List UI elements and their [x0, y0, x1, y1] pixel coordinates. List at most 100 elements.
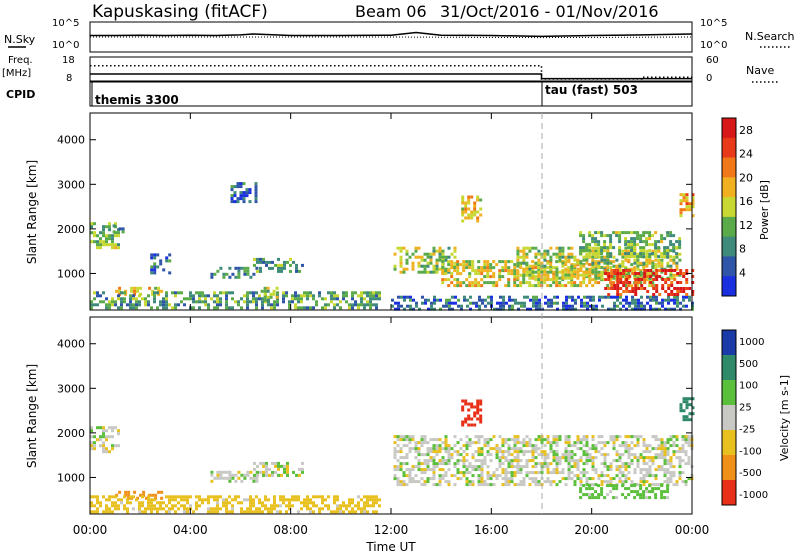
- data-cell: [555, 281, 559, 285]
- data-cell: [682, 287, 686, 290]
- data-cell: [99, 237, 102, 241]
- data-cell: [627, 462, 631, 466]
- data-cell: [265, 260, 268, 264]
- data-cell: [426, 450, 430, 454]
- data-cell: [501, 456, 505, 460]
- data-cell: [333, 303, 336, 307]
- data-cell: [516, 459, 520, 463]
- data-cell: [562, 304, 565, 308]
- data-cell: [249, 470, 253, 474]
- data-cell: [93, 447, 96, 451]
- data-cell: [444, 444, 448, 448]
- data-cell: [666, 255, 670, 259]
- data-cell: [499, 295, 502, 299]
- data-cell: [543, 444, 547, 448]
- data-cell: [582, 435, 586, 439]
- data-cell: [552, 441, 556, 445]
- data-cell: [411, 480, 415, 484]
- data-cell: [469, 301, 472, 305]
- data-cell: [174, 306, 177, 310]
- data-cell: [549, 270, 553, 274]
- data-cell: [576, 438, 580, 442]
- data-cell: [253, 263, 256, 267]
- data-cell: [612, 487, 616, 491]
- data-cell: [274, 470, 277, 474]
- data-cell: [402, 483, 406, 487]
- data-cell: [90, 225, 93, 229]
- data-cell: [634, 272, 638, 275]
- data-cell: [504, 260, 508, 264]
- data-cell: [102, 432, 105, 436]
- data-cell: [633, 231, 637, 235]
- data-cell: [108, 234, 111, 238]
- data-cell: [525, 252, 529, 256]
- data-cell: [468, 441, 472, 445]
- data-cell: [111, 504, 114, 508]
- data-cell: [627, 471, 631, 475]
- data-cell: [630, 484, 634, 488]
- data-cell: [612, 459, 616, 463]
- data-cell: [394, 301, 397, 305]
- data-cell: [255, 266, 259, 270]
- data-cell: [613, 307, 616, 311]
- data-cell: [464, 402, 468, 406]
- data-cell: [439, 298, 442, 302]
- data-cell: [321, 501, 324, 505]
- data-cell: [397, 301, 400, 305]
- data-cell: [609, 438, 613, 442]
- data-cell: [288, 300, 291, 304]
- data-cell: [489, 275, 493, 279]
- data-cell: [402, 270, 406, 274]
- data-cell: [591, 493, 595, 497]
- data-cell: [477, 435, 481, 439]
- data-cell: [522, 438, 526, 442]
- data-cell: [225, 297, 228, 301]
- data-cell: [435, 483, 439, 487]
- data-cell: [399, 435, 403, 439]
- data-cell: [519, 483, 523, 487]
- data-cell: [634, 304, 637, 308]
- data-cell: [624, 468, 628, 472]
- data-cell: [283, 260, 286, 264]
- data-cell: [372, 294, 375, 298]
- data-cell: [312, 297, 315, 301]
- data-cell: [277, 263, 280, 267]
- data-cell: [444, 480, 448, 484]
- data-cell: [624, 258, 628, 262]
- data-cell: [180, 291, 183, 295]
- data-cell: [637, 301, 640, 305]
- data-cell: [138, 510, 141, 514]
- data-cell: [456, 468, 460, 472]
- data-cell: [615, 496, 619, 500]
- data-cell: [504, 284, 508, 288]
- data-cell: [315, 504, 318, 508]
- data-cell: [467, 207, 471, 211]
- data-cell: [423, 435, 427, 439]
- data-cell: [519, 465, 523, 469]
- data-cell: [678, 471, 682, 475]
- data-cell: [564, 477, 568, 481]
- data-cell: [286, 473, 289, 477]
- data-cell: [445, 298, 448, 302]
- data-cell: [630, 490, 634, 494]
- data-cell: [516, 284, 520, 288]
- data-cell: [585, 255, 589, 259]
- data-cell: [651, 252, 655, 256]
- data-cell: [643, 269, 647, 272]
- data-cell: [256, 260, 259, 264]
- data-cell: [639, 487, 643, 491]
- data-cell: [294, 291, 297, 295]
- data-cell: [606, 441, 610, 445]
- data-cell: [441, 447, 445, 451]
- data-cell: [507, 266, 511, 270]
- data-cell: [507, 278, 511, 282]
- data-cell: [213, 507, 216, 511]
- data-cell: [540, 270, 544, 274]
- data-cell: [636, 441, 640, 445]
- data-cell: [492, 281, 496, 285]
- data-cell: [675, 438, 679, 442]
- data-cell: [246, 507, 249, 511]
- data-cell: [471, 483, 475, 487]
- x-tick-label: 00:00: [73, 523, 108, 537]
- data-cell: [277, 473, 280, 477]
